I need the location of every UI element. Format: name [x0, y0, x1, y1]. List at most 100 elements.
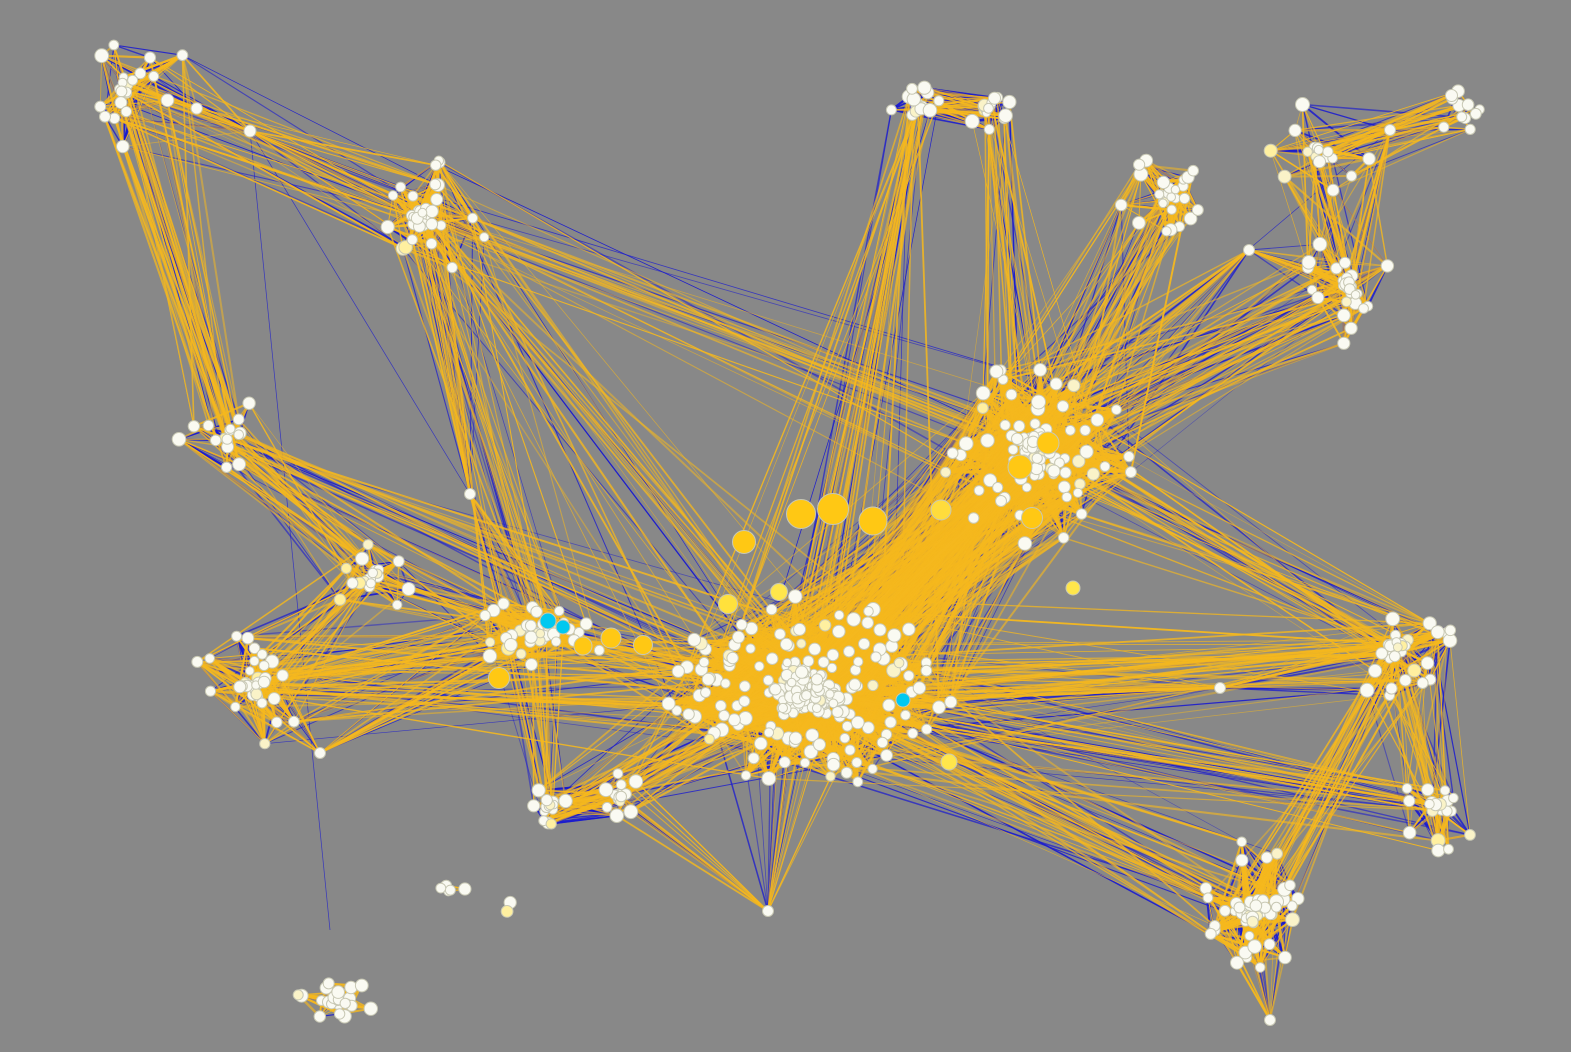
graph-node[interactable]	[1302, 146, 1313, 158]
graph-node[interactable]	[900, 709, 911, 721]
graph-node[interactable]	[1219, 904, 1231, 917]
graph-node[interactable]	[598, 782, 614, 798]
graph-node[interactable]	[1444, 624, 1457, 637]
graph-node-highlight[interactable]	[573, 636, 593, 656]
graph-node[interactable]	[1424, 798, 1435, 810]
graph-node[interactable]	[1249, 899, 1263, 913]
graph-node[interactable]	[380, 219, 395, 235]
graph-node[interactable]	[907, 727, 919, 739]
graph-node[interactable]	[425, 217, 439, 231]
graph-node[interactable]	[1461, 98, 1475, 111]
graph-node[interactable]	[1301, 254, 1317, 270]
graph-node[interactable]	[524, 630, 538, 644]
graph-node[interactable]	[912, 681, 927, 695]
graph-node[interactable]	[831, 706, 844, 718]
graph-node[interactable]	[1124, 466, 1137, 479]
graph-node[interactable]	[1358, 303, 1369, 314]
graph-node[interactable]	[1338, 256, 1352, 269]
graph-node[interactable]	[946, 447, 959, 460]
graph-node[interactable]	[980, 433, 995, 448]
graph-node[interactable]	[1183, 211, 1198, 226]
graph-node[interactable]	[333, 1008, 346, 1020]
graph-node[interactable]	[1074, 478, 1086, 490]
graph-node[interactable]	[826, 648, 840, 662]
graph-node[interactable]	[558, 793, 573, 809]
graph-node[interactable]	[882, 698, 896, 712]
graph-node[interactable]	[1033, 363, 1047, 377]
graph-node[interactable]	[1403, 794, 1416, 808]
graph-node[interactable]	[763, 727, 775, 738]
graph-node[interactable]	[1402, 825, 1417, 840]
graph-node[interactable]	[99, 110, 111, 123]
graph-node[interactable]	[531, 783, 546, 798]
graph-node[interactable]	[1362, 152, 1376, 166]
graph-node[interactable]	[241, 631, 255, 645]
graph-node[interactable]	[1385, 611, 1401, 627]
graph-node[interactable]	[740, 770, 752, 781]
graph-node[interactable]	[718, 709, 730, 722]
graph-node[interactable]	[392, 555, 405, 568]
graph-node[interactable]	[704, 733, 715, 745]
graph-node[interactable]	[116, 139, 130, 154]
graph-node[interactable]	[176, 49, 189, 62]
graph-node[interactable]	[322, 977, 335, 990]
graph-node[interactable]	[778, 756, 791, 769]
graph-node[interactable]	[745, 643, 756, 654]
graph-node[interactable]	[1443, 843, 1454, 855]
graph-node[interactable]	[788, 589, 803, 604]
graph-node[interactable]	[921, 723, 933, 735]
graph-node[interactable]	[601, 801, 613, 813]
graph-node[interactable]	[843, 645, 855, 658]
graph-node[interactable]	[401, 582, 416, 596]
graph-node[interactable]	[867, 763, 878, 775]
graph-node-highlight[interactable]	[732, 530, 756, 554]
graph-node[interactable]	[802, 655, 815, 667]
graph-node[interactable]	[1295, 97, 1310, 112]
graph-node[interactable]	[540, 794, 553, 807]
graph-node[interactable]	[579, 617, 593, 631]
graph-node[interactable]	[698, 656, 710, 668]
graph-node[interactable]	[1204, 927, 1217, 940]
graph-node[interactable]	[160, 93, 175, 108]
graph-node[interactable]	[1388, 650, 1401, 663]
graph-node[interactable]	[1341, 296, 1352, 308]
graph-node[interactable]	[1158, 198, 1168, 209]
graph-node[interactable]	[1230, 955, 1244, 970]
graph-node[interactable]	[148, 70, 160, 82]
graph-node[interactable]	[701, 672, 715, 686]
graph-node[interactable]	[867, 679, 879, 692]
graph-node-selected[interactable]	[895, 692, 911, 708]
graph-node[interactable]	[1345, 170, 1358, 182]
graph-node-highlight[interactable]	[930, 499, 952, 521]
graph-node[interactable]	[884, 716, 897, 729]
graph-node[interactable]	[256, 697, 268, 709]
graph-node[interactable]	[1431, 843, 1446, 858]
graph-node[interactable]	[853, 656, 864, 667]
graph-node[interactable]	[271, 716, 283, 729]
graph-node[interactable]	[425, 204, 439, 219]
graph-node-hub[interactable]	[762, 905, 774, 917]
graph-node[interactable]	[777, 702, 789, 714]
graph-node[interactable]	[735, 618, 748, 631]
graph-node[interactable]	[232, 413, 245, 426]
graph-node[interactable]	[1271, 901, 1282, 913]
graph-node[interactable]	[687, 632, 702, 647]
graph-node[interactable]	[108, 112, 121, 125]
graph-node[interactable]	[225, 423, 236, 434]
graph-node[interactable]	[204, 685, 217, 697]
graph-node[interactable]	[233, 429, 244, 441]
graph-node[interactable]	[983, 123, 995, 135]
graph-node[interactable]	[1263, 143, 1278, 158]
graph-node[interactable]	[612, 768, 624, 779]
graph-node[interactable]	[769, 683, 782, 696]
graph-node[interactable]	[983, 102, 994, 114]
graph-node[interactable]	[1072, 454, 1086, 468]
graph-node[interactable]	[1123, 450, 1135, 463]
graph-node[interactable]	[887, 628, 902, 643]
graph-node[interactable]	[230, 701, 241, 713]
node-layer[interactable]	[94, 39, 1485, 1026]
graph-node[interactable]	[671, 664, 685, 678]
graph-node[interactable]	[1271, 847, 1283, 860]
graph-node[interactable]	[550, 636, 562, 647]
graph-node[interactable]	[94, 100, 107, 113]
